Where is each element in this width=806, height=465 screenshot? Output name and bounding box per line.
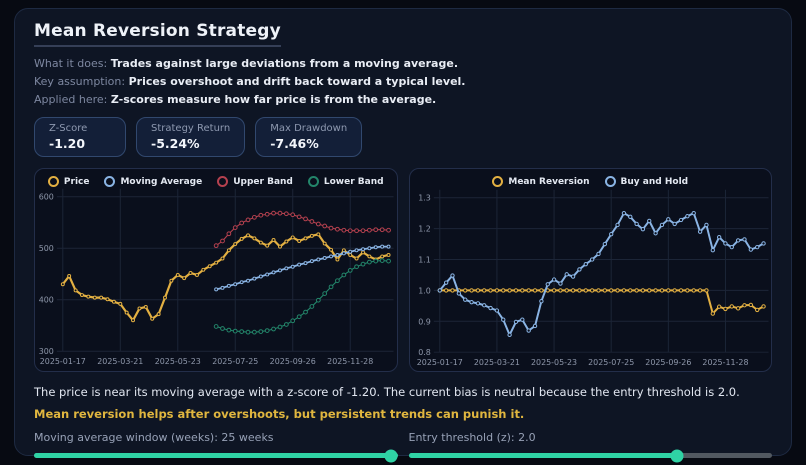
y-tick-label: 600	[39, 193, 54, 202]
legend-item-mean-reversion: Mean Reversion	[492, 176, 590, 187]
legend-marker-icon	[307, 176, 319, 187]
slider-track-window[interactable]	[34, 449, 398, 462]
chart-panel-price-bands: Price Moving Average Upper Band Lower Band …	[34, 168, 398, 372]
y-tick-label: 1.0	[418, 286, 431, 295]
slider-track-threshold[interactable]	[408, 449, 772, 462]
legend-item-price: Price	[47, 176, 90, 187]
slider-group-window: Moving average window (weeks): 25 weeks	[34, 431, 398, 462]
strategy-card: Mean Reversion Strategy What it does: Tr…	[14, 8, 792, 462]
y-tick-label: 1.1	[418, 255, 431, 264]
x-tick-label: 2025-11-28	[702, 358, 748, 367]
stat-label: Max Drawdown	[270, 123, 348, 134]
legend-marker-icon	[492, 176, 504, 187]
analysis-text-primary: The price is near its moving average wit…	[34, 385, 740, 399]
slider-label-threshold: Entry threshold (z): 2.0	[408, 431, 536, 444]
legend-marker-icon	[217, 176, 229, 187]
legend-label: Price	[63, 176, 90, 187]
legend-marker-icon	[604, 176, 616, 187]
x-tick-label: 2025-07-25	[212, 357, 258, 366]
y-tick-label: 0.9	[418, 317, 431, 326]
sliders-row: Moving average window (weeks): 25 weeks …	[34, 431, 772, 462]
x-tick-label: 2025-09-26	[270, 357, 316, 366]
series-mean-reversion	[437, 288, 766, 316]
legend-marker-icon	[104, 176, 116, 187]
y-tick-label: 0.8	[418, 348, 431, 357]
y-tick-label: 1.2	[418, 225, 431, 234]
stat-card-zscore: Z-Score -1.20	[34, 117, 126, 157]
series-moving-average	[214, 244, 391, 292]
y-tick-label: 400	[39, 296, 54, 305]
legend-label: Lower Band	[323, 176, 384, 187]
legend-label: Moving Average	[120, 176, 203, 187]
info-label: Applied here:	[34, 93, 108, 106]
series-upper-band	[213, 210, 391, 249]
info-line-assumption: Key assumption: Prices overshoot and dri…	[34, 73, 772, 91]
info-text: Prices overshoot and drift back toward a…	[128, 75, 466, 88]
chart-svg-1: 2025-01-17 2025-03-21 2025-05-23 2025-07-25…	[416, 189, 769, 367]
y-tick-label: 500	[39, 244, 54, 253]
slider-thumb-0[interactable]	[384, 449, 397, 462]
info-label: Key assumption:	[34, 75, 126, 88]
series-buy-and-hold	[437, 210, 766, 338]
stat-value: -1.20	[49, 136, 86, 151]
legend-marker-icon	[47, 176, 59, 187]
slider-fill-0	[34, 453, 398, 458]
info-line-applied: Applied here: Z-scores measure how far p…	[34, 91, 772, 109]
page-title: Mean Reversion Strategy	[34, 21, 281, 47]
x-tick-label: 2025-11-28	[327, 357, 373, 366]
legend-item-upper-band: Upper Band	[217, 176, 293, 187]
slider-label-window: Moving average window (weeks): 25 weeks	[34, 431, 274, 444]
legend-label: Mean Reversion	[508, 176, 590, 187]
info-text: Trades against large deviations from a m…	[110, 57, 458, 70]
chart-legend-0: Price Moving Average Upper Band Lower Band	[35, 176, 397, 187]
x-tick-label: 2025-03-21	[97, 357, 143, 366]
stat-card-max-drawdown: Max Drawdown -7.46%	[255, 117, 363, 157]
y-tick-label: 300	[39, 347, 54, 356]
legend-item-moving-average: Moving Average	[104, 176, 202, 187]
y-tick-label: 1.3	[418, 194, 431, 203]
charts-row: Price Moving Average Upper Band Lower Band …	[34, 168, 772, 372]
x-tick-label: 2025-05-23	[531, 358, 577, 367]
stat-value: -5.24%	[151, 136, 200, 151]
legend-label: Buy and Hold	[620, 176, 689, 187]
legend-item-buy-and-hold: Buy and Hold	[604, 176, 689, 187]
stat-label: Strategy Return	[151, 123, 231, 134]
legend-item-lower-band: Lower Band	[307, 176, 384, 187]
x-tick-label: 2025-01-17	[416, 358, 462, 367]
legend-label: Upper Band	[233, 176, 293, 187]
info-label: What it does:	[34, 57, 108, 70]
stat-card-strategy-return: Strategy Return -5.24%	[136, 117, 246, 157]
slider-group-threshold: Entry threshold (z): 2.0	[408, 431, 772, 462]
x-tick-label: 2025-07-25	[588, 358, 634, 367]
slider-thumb-1[interactable]	[670, 449, 684, 462]
stats-row: Z-Score -1.20 Strategy Return -5.24% Max…	[34, 117, 772, 157]
analysis-text-warning: Mean reversion helps after overshoots, b…	[34, 407, 525, 421]
series-lower-band	[213, 258, 391, 335]
chart-svg-0: 2025-01-17 2025-03-21 2025-05-23 2025-07-25…	[39, 188, 394, 366]
info-text: Z-scores measure how far price is from t…	[110, 93, 437, 106]
chart-legend-1: Mean Reversion Buy and Hold	[410, 176, 772, 187]
x-tick-label: 2025-05-23	[155, 357, 201, 366]
info-line-what: What it does: Trades against large devia…	[34, 55, 772, 73]
stat-label: Z-Score	[49, 123, 88, 134]
chart-panel-performance: Mean Reversion Buy and Hold 2025-01-17 202…	[408, 168, 772, 372]
slider-fill-1	[408, 453, 678, 458]
stat-value: -7.46%	[270, 136, 319, 151]
x-tick-label: 2025-01-17	[40, 357, 86, 366]
x-tick-label: 2025-09-26	[645, 358, 691, 367]
info-block: What it does: Trades against large devia…	[34, 55, 772, 109]
x-tick-label: 2025-03-21	[473, 358, 519, 367]
